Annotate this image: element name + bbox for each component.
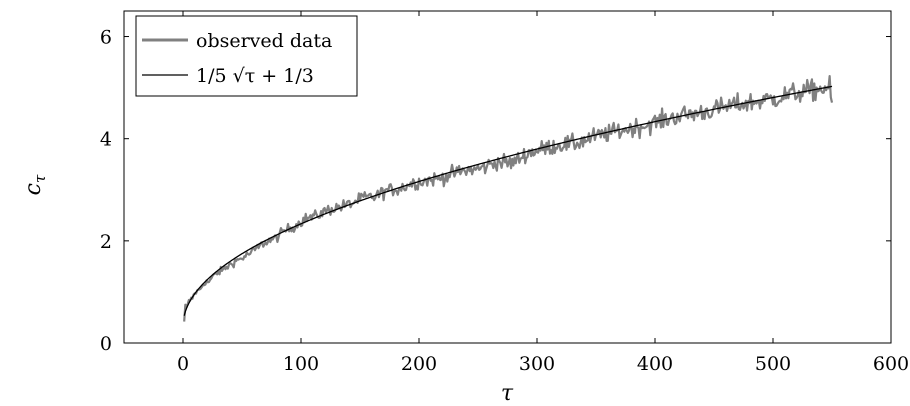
x-tick-label: 200 xyxy=(401,353,437,375)
observed-data-line xyxy=(183,75,834,322)
x-tick-label: 300 xyxy=(519,353,555,375)
y-tick-label: 6 xyxy=(100,27,112,49)
y-tick-label: 4 xyxy=(100,129,112,151)
y-tick-label: 0 xyxy=(100,333,112,355)
x-tick-label: 100 xyxy=(283,353,319,375)
x-axis-label: τ xyxy=(501,381,514,406)
x-axis: 0 100 200 300 400 500 600 xyxy=(177,11,909,375)
legend-label-fit: 1/5 √τ + 1/3 xyxy=(196,65,314,87)
y-axis: 0 2 4 6 xyxy=(100,27,891,355)
legend-box xyxy=(135,15,358,97)
plot-frame xyxy=(123,10,892,344)
y-axis-label-subscript: τ xyxy=(31,174,49,183)
x-tick-label: 500 xyxy=(755,353,791,375)
x-tick-label: 600 xyxy=(873,353,909,375)
series-group xyxy=(183,75,834,322)
legend: observed data 1/5 √τ + 1/3 xyxy=(135,15,358,97)
x-tick-label: 400 xyxy=(637,353,673,375)
x-tick-label: 0 xyxy=(177,353,189,375)
y-axis-label: cτ xyxy=(21,174,49,195)
y-tick-label: 2 xyxy=(100,231,112,253)
legend-label-observed: observed data xyxy=(196,30,332,52)
fit-curve xyxy=(183,85,833,316)
